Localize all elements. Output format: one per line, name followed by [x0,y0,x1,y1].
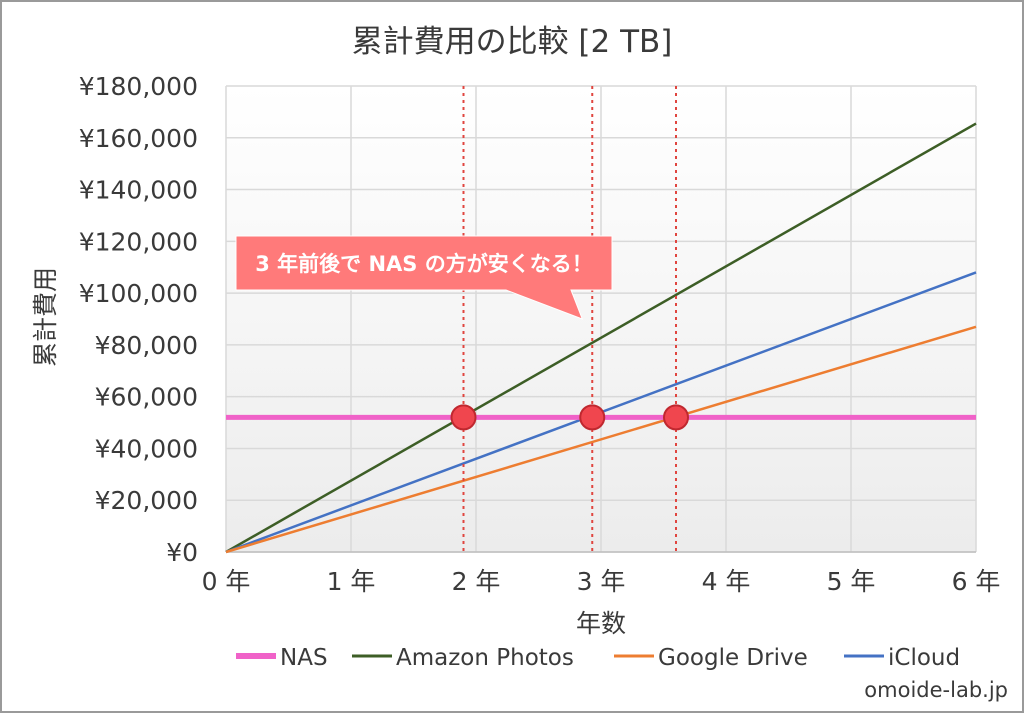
legend: NAS Amazon Photos Google Drive iCloud [236,645,960,671]
callout-text: 3 年前後で NAS の方が安くなる！ [255,252,593,276]
x-tick-label: 2 年 [452,567,501,596]
intersection-marker [450,404,477,431]
watermark: omoide-lab.jp [864,678,1008,702]
legend-label-icloud: iCloud [888,645,960,671]
y-tick-label: ¥80,000 [95,331,198,360]
y-tick-label: ¥0 [166,538,198,567]
y-tick-label: ¥40,000 [95,434,198,463]
intersection-marker [663,404,689,431]
legend-label-nas: NAS [280,645,328,671]
y-axis-label: 累計費用 [31,267,60,367]
y-tick-label: ¥120,000 [79,227,198,256]
x-tick-label: 0 年 [202,567,251,596]
x-axis-label: 年数 [576,609,626,638]
y-tick-label: ¥180,000 [79,72,198,101]
y-tick-label: ¥140,000 [79,176,198,205]
intersection-marker [579,404,606,431]
y-tick-label: ¥100,000 [79,279,198,308]
x-tick-label: 3 年 [577,567,626,596]
series-line-google-drive [225,325,977,554]
x-tick-label: 6 年 [952,567,1001,596]
series-line-amazon-photos [225,122,977,554]
x-tick-label: 1 年 [327,567,376,596]
y-tick-label: ¥60,000 [95,383,198,412]
legend-label-amazon-photos: Amazon Photos [396,645,574,671]
x-tick-label: 5 年 [827,567,876,596]
y-tick-label: ¥20,000 [95,486,198,515]
chart-title: 累計費用の比較 [2 TB] [352,24,673,60]
x-tick-label: 4 年 [702,567,751,596]
callout-bubble [235,235,613,320]
legend-label-google-drive: Google Drive [658,645,808,671]
y-tick-label: ¥160,000 [79,124,198,153]
